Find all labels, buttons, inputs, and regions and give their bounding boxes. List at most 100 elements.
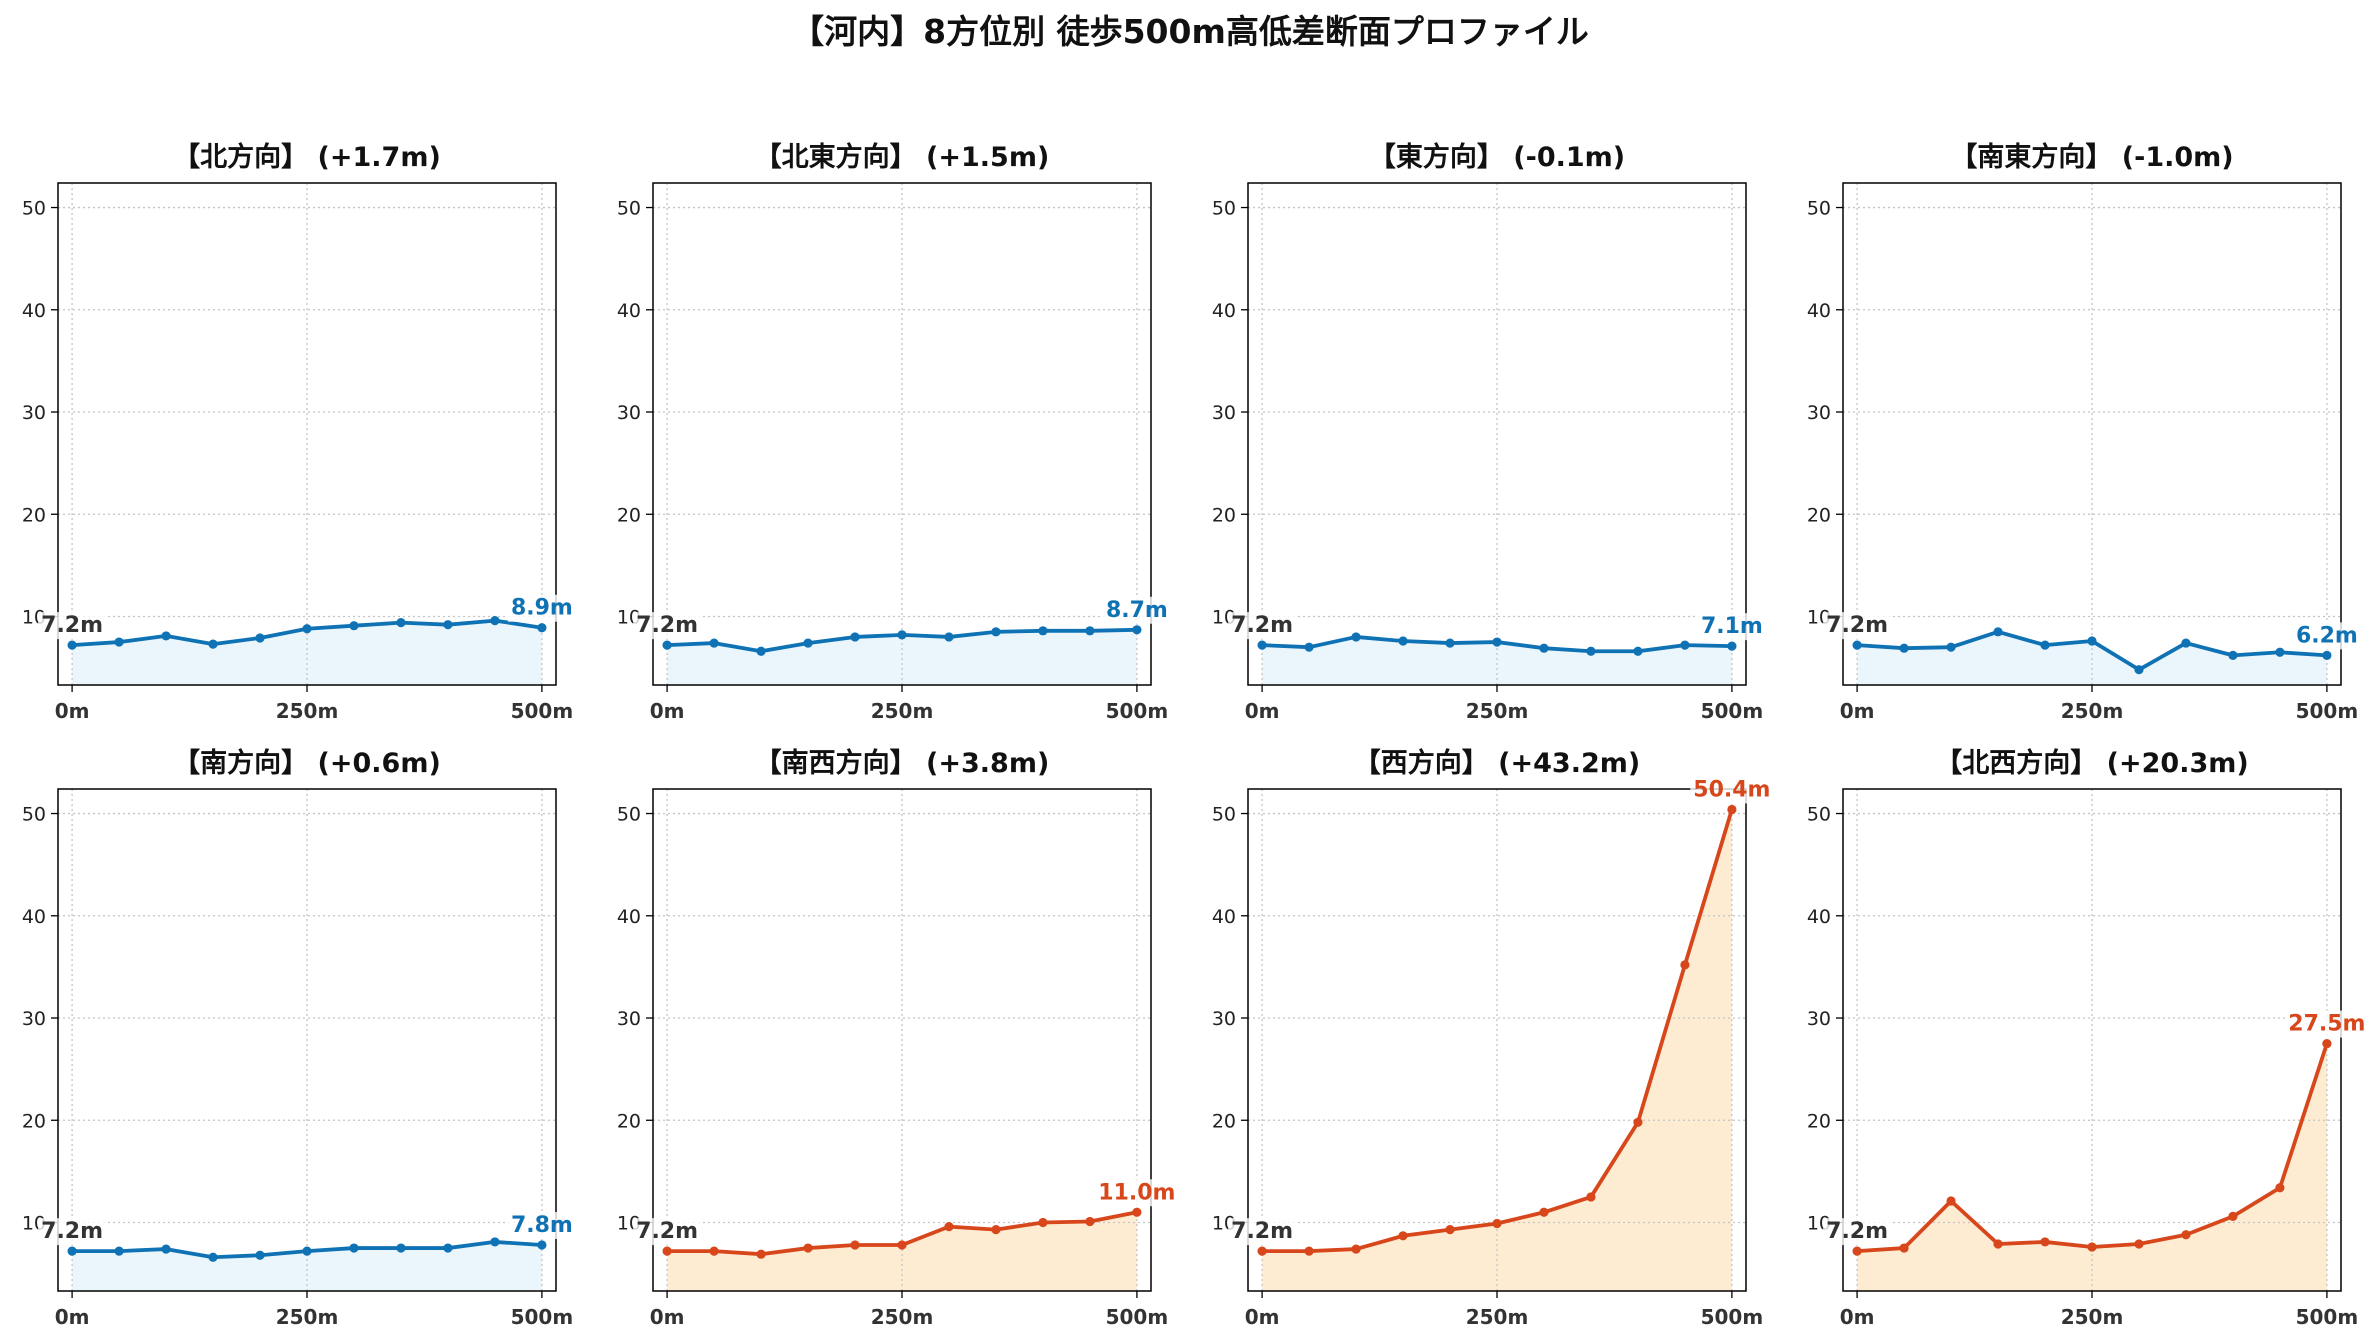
area-fill	[667, 1212, 1137, 1291]
start-label-box	[633, 1218, 702, 1246]
data-point	[2228, 650, 2238, 660]
y-tick-label: 40	[1212, 300, 1236, 322]
start-label: 7.2m	[41, 1219, 103, 1244]
end-label: 11.0m	[1098, 1180, 1175, 1205]
panel-title: 【東方向】 (-0.1m)	[1369, 141, 1625, 173]
figure-title: 【河内】8方位別 徒歩500m高低差断面プロファイル	[791, 12, 1589, 51]
x-tick-label: 250m	[1466, 1305, 1529, 1329]
data-point	[2087, 1242, 2097, 1252]
data-point	[991, 627, 1001, 637]
data-point	[1727, 804, 1737, 815]
y-tick-label: 40	[1212, 906, 1236, 928]
y-tick-label: 40	[617, 300, 641, 322]
data-point	[1946, 642, 1956, 652]
data-point	[161, 631, 171, 641]
data-point	[349, 1243, 359, 1253]
start-label: 7.2m	[1826, 1219, 1888, 1244]
data-point	[1586, 646, 1596, 656]
data-point	[1304, 1246, 1314, 1256]
start-label: 7.2m	[636, 1219, 698, 1244]
end-label-box	[507, 594, 576, 622]
data-point	[1398, 1231, 1408, 1241]
x-tick-label: 0m	[1245, 699, 1280, 723]
data-point	[67, 640, 77, 650]
data-point	[1633, 1117, 1643, 1127]
data-point	[2275, 1183, 2285, 1193]
data-point	[709, 638, 719, 648]
data-point	[161, 1244, 171, 1254]
y-tick-label: 30	[617, 1008, 641, 1030]
data-point	[1946, 1196, 1956, 1206]
y-tick-label: 30	[1807, 402, 1831, 424]
x-tick-label: 500m	[511, 1305, 574, 1329]
start-label: 7.2m	[41, 613, 103, 638]
data-point	[396, 1243, 406, 1253]
data-point	[944, 1221, 954, 1232]
data-point	[1899, 643, 1909, 653]
start-label: 7.2m	[1826, 613, 1888, 638]
x-tick-label: 250m	[1466, 699, 1529, 723]
data-point	[1132, 625, 1142, 635]
y-tick-label: 20	[617, 504, 641, 526]
y-tick-label: 50	[22, 804, 46, 826]
data-point	[1445, 638, 1455, 648]
y-tick-label: 30	[22, 402, 46, 424]
data-point	[1492, 637, 1502, 647]
x-tick-label: 500m	[511, 699, 574, 723]
data-point	[1852, 1246, 1862, 1256]
y-tick-label: 20	[1807, 504, 1831, 526]
data-point	[349, 621, 359, 631]
y-tick-label: 30	[617, 402, 641, 424]
start-label-box	[1823, 612, 1892, 640]
y-tick-label: 50	[1212, 804, 1236, 826]
panel-title: 【北方向】 (+1.7m)	[173, 141, 441, 173]
panel-title: 【北西方向】 (+20.3m)	[1935, 747, 2248, 779]
x-tick-label: 250m	[276, 1305, 339, 1329]
panel-title: 【南方向】 (+0.6m)	[173, 747, 441, 779]
end-label: 8.9m	[511, 596, 573, 621]
data-point	[1085, 626, 1095, 636]
data-point	[662, 1246, 672, 1256]
x-tick-label: 250m	[2061, 1305, 2124, 1329]
data-point	[2040, 1237, 2050, 1247]
data-point	[490, 615, 500, 626]
end-label-box	[1690, 776, 1774, 804]
area-fill	[72, 620, 542, 685]
data-point	[1993, 627, 2003, 637]
data-point	[443, 620, 453, 630]
end-label: 8.7m	[1106, 598, 1168, 623]
y-tick-label: 20	[22, 1110, 46, 1132]
data-point	[2040, 640, 2050, 650]
start-label-box	[1823, 1218, 1892, 1246]
x-tick-label: 500m	[2296, 699, 2359, 723]
data-point	[1633, 646, 1643, 656]
y-tick-label: 40	[617, 906, 641, 928]
x-tick-label: 250m	[871, 1305, 934, 1329]
data-point	[208, 1252, 218, 1262]
area-fill	[1262, 636, 1732, 685]
data-point	[662, 640, 672, 650]
data-point	[1539, 1207, 1549, 1217]
y-tick-label: 30	[1212, 1008, 1236, 1030]
x-tick-label: 0m	[1840, 1305, 1875, 1329]
data-point	[1257, 1246, 1267, 1256]
start-label-box	[38, 1218, 107, 1246]
data-point	[1586, 1192, 1596, 1202]
y-tick-label: 50	[617, 804, 641, 826]
data-point	[756, 1249, 766, 1259]
data-point	[944, 632, 954, 642]
data-point	[1852, 640, 1862, 650]
y-tick-label: 30	[1807, 1008, 1831, 1030]
x-tick-label: 250m	[871, 699, 934, 723]
data-point	[1680, 960, 1690, 970]
y-tick-label: 30	[1212, 402, 1236, 424]
x-tick-label: 0m	[650, 699, 685, 723]
panel-title: 【北東方向】 (+1.5m)	[755, 141, 1050, 173]
data-point	[2181, 638, 2191, 648]
data-point	[803, 638, 813, 648]
y-tick-label: 40	[1807, 906, 1831, 928]
